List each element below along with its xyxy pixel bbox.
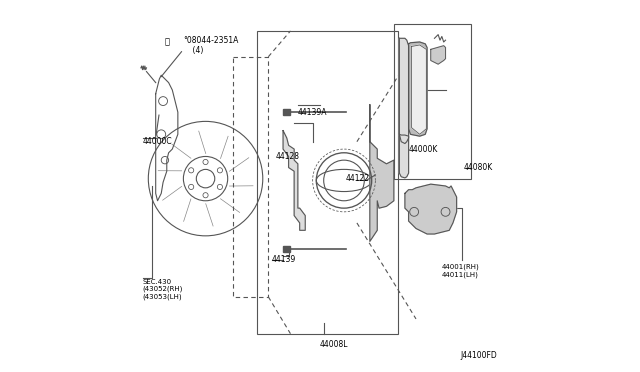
Polygon shape — [405, 184, 456, 234]
Text: 44001(RH)
44011(LH): 44001(RH) 44011(LH) — [442, 264, 479, 278]
Text: 44080K: 44080K — [464, 163, 493, 172]
Polygon shape — [283, 131, 305, 230]
Polygon shape — [431, 46, 445, 64]
Text: 44128: 44128 — [276, 152, 300, 161]
Text: 44139A: 44139A — [298, 108, 327, 117]
Bar — [257, 31, 397, 334]
Bar — [394, 23, 472, 179]
Text: °08044-2351A
    (4): °08044-2351A (4) — [184, 36, 239, 55]
Text: 44122: 44122 — [346, 174, 370, 183]
Text: Ⓑ: Ⓑ — [164, 38, 169, 46]
Text: J44100FD: J44100FD — [460, 351, 497, 360]
Text: 44008L: 44008L — [320, 340, 349, 349]
Text: 44000C: 44000C — [143, 137, 172, 146]
Text: 44000K: 44000K — [408, 145, 438, 154]
Polygon shape — [408, 42, 427, 136]
Text: SEC.430
(43052(RH)
(43053(LH): SEC.430 (43052(RH) (43053(LH) — [143, 279, 183, 300]
Polygon shape — [412, 45, 426, 134]
Polygon shape — [399, 134, 408, 178]
Bar — [283, 109, 291, 115]
Polygon shape — [370, 105, 394, 241]
Text: 44139: 44139 — [272, 255, 296, 264]
Bar — [283, 246, 291, 252]
Polygon shape — [399, 38, 408, 144]
